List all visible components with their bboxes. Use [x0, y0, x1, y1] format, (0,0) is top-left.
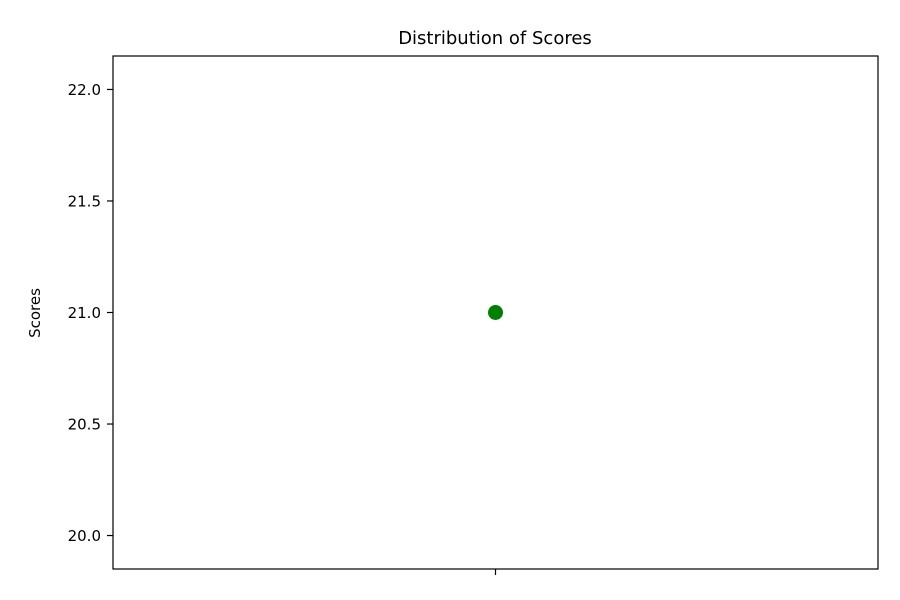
data-points	[488, 305, 503, 320]
data-point	[488, 305, 503, 320]
y-axis-label: Scores	[26, 288, 44, 338]
chart-title: Distribution of Scores	[398, 28, 592, 49]
y-tick-label: 22.0	[68, 81, 101, 99]
plot-area-frame	[112, 55, 879, 570]
y-axis-ticks: 20.0 20.5 21.0 21.5 22.0	[68, 81, 113, 545]
y-tick-label: 20.5	[68, 416, 101, 434]
y-tick-label: 21.5	[68, 192, 101, 210]
y-tick-label: 20.0	[68, 527, 101, 545]
y-tick-label: 21.0	[68, 304, 101, 322]
